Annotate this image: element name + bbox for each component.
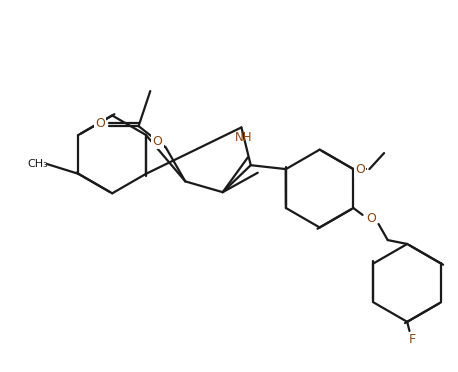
Text: O: O [153,135,163,148]
Text: O: O [95,117,105,130]
Text: NH: NH [235,131,252,144]
Text: O: O [355,163,365,176]
Text: F: F [409,333,416,346]
Text: O: O [366,212,376,225]
Text: CH₃: CH₃ [27,159,48,169]
